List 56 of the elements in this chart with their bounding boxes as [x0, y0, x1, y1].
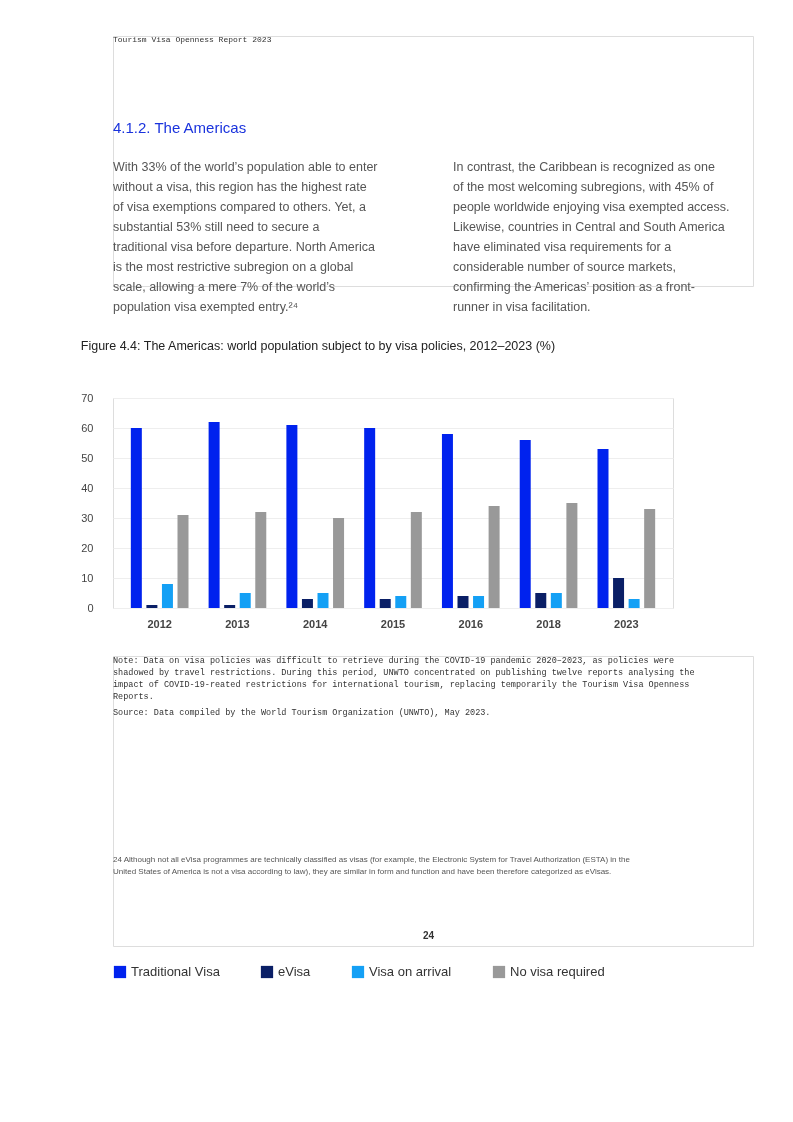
x-tick-label: 2016: [458, 617, 484, 630]
legend-label: No visa required: [510, 964, 605, 979]
bar: [130, 428, 142, 608]
y-tick-label: 50: [81, 451, 94, 464]
bar: [146, 605, 158, 608]
text: 4.1.2. The Americas: [113, 119, 247, 136]
bar: [255, 512, 267, 608]
bar: [550, 593, 562, 608]
bar: [286, 425, 298, 608]
source-note: Source: Data compiled by the World Tourism Organization (UNWTO), May 2023.: [113, 708, 491, 718]
bar: [301, 599, 313, 608]
text: Note: Data on visa policies was difficult to retrieve during the COVID-19 pandemic 2020–2023, as policies were shadowed by travel restrictions. During this period, UNWTO concentrated on publishing twelve reports analysing the impact of COVID-19-reated restrictions for international tourism, replacing temporarily the Tourism Visa Openness Reports.: [113, 656, 695, 702]
bar: [161, 584, 173, 608]
legend-label: Traditional Visa: [131, 964, 221, 979]
bar: [441, 434, 453, 608]
bar: [364, 428, 376, 608]
bar: [239, 593, 251, 608]
y-tick-label: 0: [87, 601, 94, 614]
text: 24: [423, 930, 435, 941]
chart-title: Figure 4.4: The Americas: world population subject to by visa policies, 2012–2023 (%): [80, 338, 556, 353]
text: Tourism Visa Openness Report 2023: [113, 35, 272, 44]
x-tick-label: 2013: [225, 617, 250, 630]
bar: [613, 578, 625, 608]
y-tick-label: 40: [81, 481, 94, 494]
bar: [317, 593, 329, 608]
x-tick-label: 2014: [302, 617, 329, 630]
bar: [395, 596, 407, 608]
bar: [208, 422, 220, 608]
bar: [644, 509, 656, 608]
bar: [379, 599, 391, 608]
bar: [410, 512, 422, 608]
x-tick-label: 2012: [147, 617, 172, 630]
legend-label: eVisa: [278, 964, 312, 979]
bar: [473, 596, 485, 608]
bar: [488, 506, 500, 608]
bar: [566, 503, 578, 608]
y-tick-label: 30: [81, 511, 94, 524]
bar: [628, 599, 640, 608]
bar: [535, 593, 547, 608]
bar: [177, 515, 189, 608]
bar: [333, 518, 345, 608]
x-tick-label: 2018: [536, 617, 561, 630]
legend-label: Visa on arrival: [369, 964, 452, 979]
y-tick-label: 10: [81, 571, 94, 584]
bar: [224, 605, 236, 608]
x-tick-label: 2023: [614, 617, 639, 630]
y-tick-label: 60: [81, 421, 94, 434]
y-tick-label: 70: [81, 391, 94, 404]
x-tick-label: 2015: [380, 617, 406, 630]
bar: [519, 440, 531, 608]
y-tick-label: 20: [81, 541, 94, 554]
bar: [457, 596, 469, 608]
bar: [597, 449, 609, 608]
text: With 33% of the world’s population able to enter without a visa, this region has the highest rate of visa exemptions compared to others. Yet, a substantial 53% still need to secure a traditional visa before departure. North America is the most restrictive subregion on a global scale, allowing a mere 7% of the world’s population visa exempted entry.²⁴: [112, 160, 378, 314]
text: In contrast, the Caribbean is recognized as one of the most welcoming subregions, with 45% of people worldwide enjoying visa exempted access. Likewise, countries in Central and South America have eliminated visa requirements for a considerable number of source markets, confirming the Americas’ position as a front-runner in visa facilitation.: [453, 160, 730, 314]
text: 24 Although not all eVisa programmes are technically classified as visas (for example, the Electronic System for Travel Authorization (ESTA) in the United States of America is not a visa according to law), they are similar in form and function and have been therefore categorized as eVisas.: [113, 855, 631, 876]
